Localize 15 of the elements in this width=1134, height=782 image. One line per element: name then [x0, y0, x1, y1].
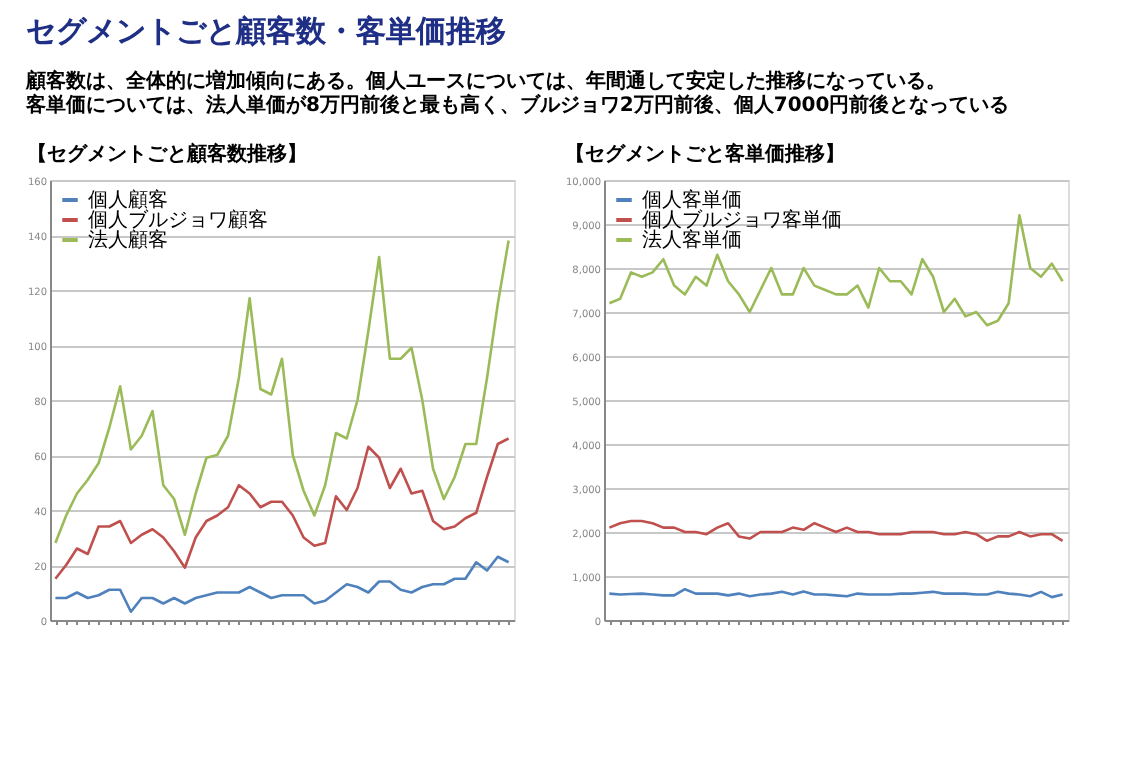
text: 顧客数は、全体的に増加傾向にある。個人ユースについては、年間通して安定した推移になっている。	[23, 69, 946, 93]
text: 客単価については、法人単価が8万円前後と最も高く、ブルジョワ2万円前後、個人7000円前後となっている	[23, 93, 1010, 117]
legend-label: 法人客単価	[642, 228, 742, 252]
line-series	[608, 519, 1064, 543]
legend-label: 個人顧客	[88, 188, 168, 212]
line-series	[54, 437, 510, 581]
chart-title: 【セグメントごと顧客数推移】	[26, 142, 307, 166]
legend-label: 個人客単価	[642, 188, 742, 212]
chart-title: 【セグメントごと客単価推移】	[565, 142, 846, 166]
legend-label: 個人ブルジョワ客単価	[642, 208, 842, 232]
line-series	[54, 555, 510, 614]
legend-label: 法人顧客	[88, 228, 168, 252]
legend-label: 個人ブルジョワ顧客	[88, 208, 268, 232]
line-series	[608, 213, 1064, 327]
text: セグメントごと顧客数・客単価推移	[25, 13, 506, 49]
